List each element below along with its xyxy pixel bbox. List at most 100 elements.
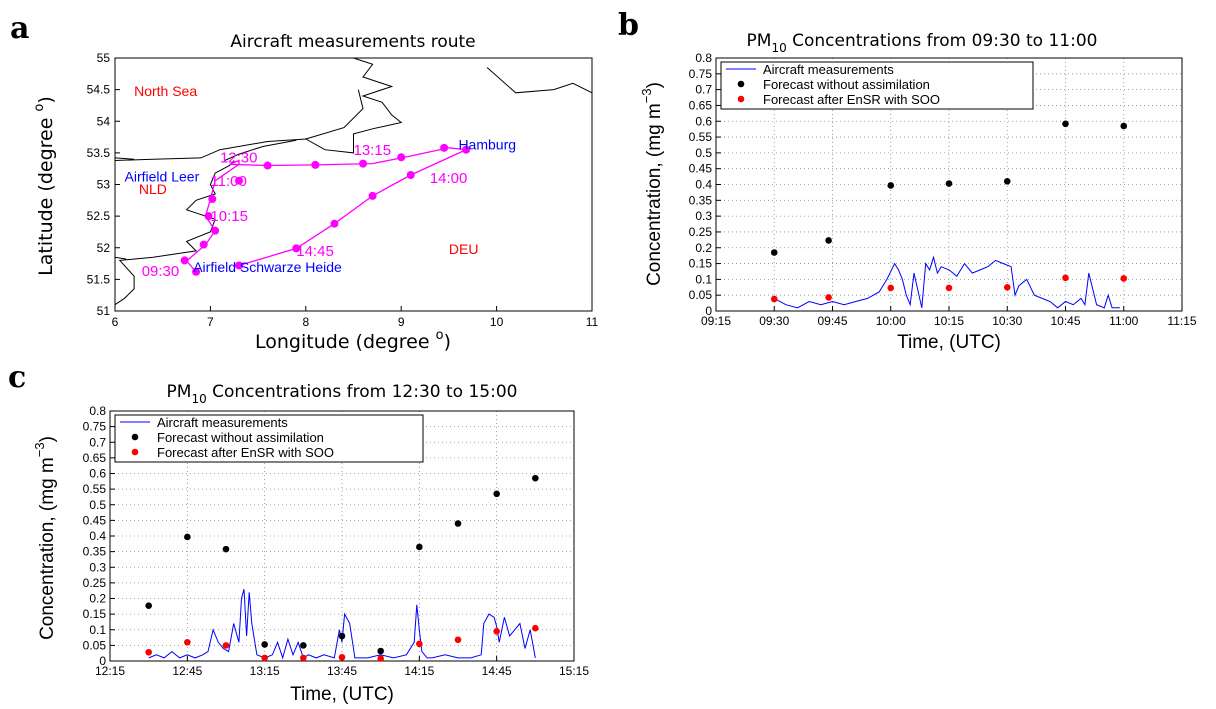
chart-c-plot: 12:15 12:45 13:15 13:45 14:15 14:45 15:15 0 0.05… [83,404,590,678]
chart-c-forecast-ensr-point [222,642,230,649]
route-marker [208,195,217,204]
chart-c-forecast-ensr-point [454,636,462,644]
map-xlabel-text: Longitude (degree [255,331,436,353]
map-xlabel-end: ) [444,331,451,353]
chart-b-xtick-label: 09:45 [817,314,847,328]
chart-c-forecast-no-assim-point [261,641,268,648]
map-xtick-label: 11 [586,315,599,329]
route-marker [406,171,415,180]
chart-c-ytick-label: 0.2 [89,592,106,606]
chart-c-ytick-label: 0.6 [89,467,106,481]
route-marker [204,212,213,221]
route-marker [292,244,301,253]
chart-c-xtick-label: 14:15 [404,664,434,678]
chart-c-forecast-ensr-point [261,654,268,662]
chart-c-ylabel-sup: −3 [32,442,47,457]
chart-c-ytick-label: 0.5 [89,498,106,512]
chart-b-legend-box [720,61,1034,110]
route-time-label: 12:30 [220,149,258,166]
chart-c-xtick-label: 14:45 [482,664,512,678]
route-marker [368,191,377,200]
chart-b-xtick-label: 10:30 [992,314,1022,328]
route-time-label: 13:15 [354,142,392,159]
chart-b-legend-label: Forecast without assimilation [763,77,930,92]
chart-b-ytick-label: 0.05 [689,288,713,302]
chart-b-ylabel-end: ) [644,82,665,88]
route-marker [330,219,339,228]
map-ytick-label: 54 [97,114,111,128]
chart-b-forecast-no-assim-point [1062,120,1069,128]
map-xtick-label: 10 [490,315,504,329]
map-ytick-label: 53 [97,178,111,192]
coastline-segment [114,256,127,260]
chart-c-forecast-ensr-point [532,624,539,632]
chart-b-ytick-label: 0.65 [689,98,713,112]
region-label: North Sea [134,83,197,99]
map-ytick-label: 52.5 [87,209,111,223]
chart-c-forecast-no-assim-point [377,647,384,655]
route-time-label: 10:15 [210,208,248,225]
chart-c-ytick-label: 0.45 [83,513,107,527]
chart-panel-c: PM10 Concentrations from 12:30 to 15:00 … [32,382,589,705]
chart-c-forecast-ensr-point [416,640,423,648]
chart-b-forecast-no-assim-point [887,182,895,189]
chart-b-ytick-label: 0.6 [695,114,712,128]
map-xtick-label: 9 [398,315,405,329]
chart-b-forecast-ensr-point [887,284,895,292]
chart-panel-b: PM10 Concentrations from 09:30 to 11:00 … [639,31,1197,353]
chart-c-legend-dot-swatch [131,448,139,456]
chart-c-xlabel: Time, (UTC) [290,684,394,705]
region-label: Airfield Schwarze Heide [193,259,342,275]
chart-b-title-rest: Concentrations from 09:30 to 11:00 [787,31,1098,51]
chart-c-ytick-label: 0.3 [89,560,106,574]
map-frame [114,57,593,312]
map-xlabel: Longitude (degree o) [255,328,451,353]
chart-c-ytick-label: 0.8 [89,404,106,418]
region-label: Hamburg [458,137,516,153]
map-title: Aircraft measurements route [230,32,475,52]
chart-b-xtick-label: 10:45 [1050,314,1080,328]
map-ylabel-end: ) [35,96,57,103]
route-map-panel: Aircraft measurements route 6 7 8 9 10 11 51 51… [32,32,599,353]
chart-c-legend-label: Forecast after EnSR with SOO [157,445,334,460]
map-ytick-label: 51.5 [87,272,111,286]
chart-c-forecast-no-assim-point [184,533,191,541]
map-labels: North Sea NLD DEU Airfield Leer Airfield Sch… [125,83,516,280]
chart-b-ytick-label: 0.3 [695,209,712,223]
chart-c-ytick-label: 0.25 [83,576,107,590]
route-marker [235,176,244,185]
chart-b-xtick-label: 09:30 [759,314,789,328]
route-marker [192,267,201,276]
panel-letter-a: a [10,11,29,46]
chart-b-ytick-label: 0.5 [695,146,712,160]
chart-b-xtick-label: 11:00 [1109,314,1138,328]
chart-b-ytick-label: 0.2 [695,241,712,255]
chart-c-measurement-line [148,588,536,660]
chart-b-title-sub: 10 [771,41,786,55]
chart-c-ytick-label: 0.4 [89,529,106,543]
route-marker [235,261,244,270]
chart-b-title: PM10 Concentrations from 09:30 to 11:00 [747,31,1098,55]
chart-c-ylabel: Concentration, (mg m−3) [32,436,58,640]
chart-b-ytick-label: 0.25 [689,225,713,239]
chart-c-ytick-label: 0.55 [83,482,107,496]
chart-c-title-sub: 10 [191,392,206,406]
chart-c-forecast-ensr-point [377,655,384,662]
chart-c-frame [109,410,575,662]
coastline [114,57,593,306]
chart-c-ytick-label: 0.1 [89,623,106,637]
chart-c-forecast-ensr-point [338,653,346,661]
chart-b-ytick-label: 0.35 [689,193,713,207]
chart-c-xtick-label: 12:45 [172,664,202,678]
chart-c-forecast-no-assim-point [300,642,307,649]
chart-b-xtick-label: 10:00 [876,314,906,328]
chart-b-ytick-label: 0.15 [689,257,713,271]
map-ylabel: Latitude (degree o) [32,96,57,276]
chart-b-forecast-no-assim-point [825,237,832,244]
route-marker [180,256,189,265]
chart-b-ytick-label: 0 [705,304,712,318]
chart-b-forecast-ensr-point [825,294,832,301]
chart-b-ylabel-sup: −3 [639,88,654,103]
route-marker [199,240,208,249]
